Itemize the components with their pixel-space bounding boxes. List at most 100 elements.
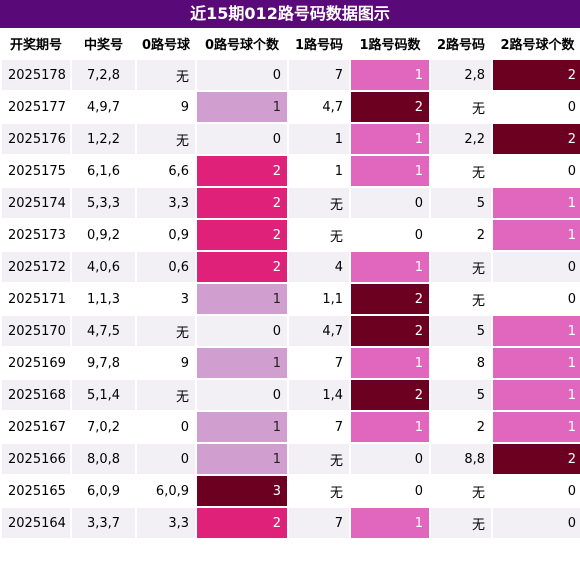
- winning-number-cell: 3,3,7: [72, 508, 135, 538]
- route0-count-cell: 0: [197, 380, 287, 410]
- table-row: 2025165 6,0,9 6,0,9 3 无 0 无 0: [2, 476, 580, 506]
- route2-numbers-cell: 无: [431, 252, 491, 282]
- route1-count-cell: 1: [351, 60, 429, 90]
- route0-balls-cell: 3,3: [137, 508, 195, 538]
- winning-number-cell: 4,9,7: [72, 92, 135, 122]
- chart-title: 近15期012路号码数据图示: [0, 0, 580, 28]
- header-row: 开奖期号 中奖号 0路号球 0路号球个数 1路号码 1路号码数 2路号码 2路号…: [2, 28, 580, 58]
- route1-count-cell: 1: [351, 156, 429, 186]
- route1-numbers-cell: 4,7: [289, 316, 349, 346]
- route2-count-cell: 0: [493, 284, 580, 314]
- route0-balls-cell: 无: [137, 124, 195, 154]
- route2-count-cell: 1: [493, 188, 580, 218]
- issue-cell: 2025169: [2, 348, 70, 378]
- route1-count-cell: 2: [351, 316, 429, 346]
- route1-count-cell: 2: [351, 284, 429, 314]
- route2-count-cell: 0: [493, 92, 580, 122]
- route0-count-cell: 0: [197, 124, 287, 154]
- issue-cell: 2025168: [2, 380, 70, 410]
- route1-numbers-cell: 4,7: [289, 92, 349, 122]
- route0-balls-cell: 无: [137, 60, 195, 90]
- winning-number-cell: 4,0,6: [72, 252, 135, 282]
- route2-count-cell: 2: [493, 60, 580, 90]
- header-route0-balls: 0路号球: [137, 28, 195, 58]
- route0-count-cell: 1: [197, 92, 287, 122]
- route1-numbers-cell: 7: [289, 412, 349, 442]
- route1-count-cell: 1: [351, 412, 429, 442]
- route0-count-cell: 2: [197, 156, 287, 186]
- issue-cell: 2025167: [2, 412, 70, 442]
- route1-count-cell: 1: [351, 508, 429, 538]
- route0-count-cell: 2: [197, 252, 287, 282]
- route2-count-cell: 1: [493, 316, 580, 346]
- route1-numbers-cell: 4: [289, 252, 349, 282]
- route2-numbers-cell: 无: [431, 156, 491, 186]
- route1-count-cell: 0: [351, 444, 429, 474]
- table-row: 2025178 7,2,8 无 0 7 1 2,8 2: [2, 60, 580, 90]
- header-route1-count: 1路号码数: [351, 28, 429, 58]
- route1-count-cell: 0: [351, 476, 429, 506]
- table-row: 2025171 1,1,3 3 1 1,1 2 无 0: [2, 284, 580, 314]
- winning-number-cell: 6,1,6: [72, 156, 135, 186]
- route1-numbers-cell: 无: [289, 444, 349, 474]
- route1-count-cell: 0: [351, 188, 429, 218]
- route2-count-cell: 0: [493, 508, 580, 538]
- route2-count-cell: 2: [493, 444, 580, 474]
- route1-numbers-cell: 无: [289, 476, 349, 506]
- winning-number-cell: 7,0,2: [72, 412, 135, 442]
- route1-count-cell: 2: [351, 380, 429, 410]
- winning-number-cell: 4,7,5: [72, 316, 135, 346]
- issue-cell: 2025175: [2, 156, 70, 186]
- issue-cell: 2025176: [2, 124, 70, 154]
- table-body: 2025178 7,2,8 无 0 7 1 2,8 2 2025177 4,9,7 9 1 4,7 2 无 0…: [2, 60, 580, 538]
- route0-balls-cell: 6,6: [137, 156, 195, 186]
- table-row: 2025172 4,0,6 0,6 2 4 1 无 0: [2, 252, 580, 282]
- route2-numbers-cell: 5: [431, 316, 491, 346]
- route0-balls-cell: 0,6: [137, 252, 195, 282]
- route1-count-cell: 1: [351, 252, 429, 282]
- route2-numbers-cell: 8: [431, 348, 491, 378]
- route1-numbers-cell: 1,1: [289, 284, 349, 314]
- route1-numbers-cell: 7: [289, 348, 349, 378]
- route2-numbers-cell: 2: [431, 220, 491, 250]
- route1-numbers-cell: 无: [289, 188, 349, 218]
- winning-number-cell: 5,3,3: [72, 188, 135, 218]
- route0-count-cell: 0: [197, 316, 287, 346]
- header-winning-number: 中奖号: [72, 28, 135, 58]
- route1-numbers-cell: 7: [289, 60, 349, 90]
- route0-balls-cell: 无: [137, 316, 195, 346]
- route1-count-cell: 2: [351, 92, 429, 122]
- header-issue: 开奖期号: [2, 28, 70, 58]
- data-table: 开奖期号 中奖号 0路号球 0路号球个数 1路号码 1路号码数 2路号码 2路号…: [0, 26, 580, 540]
- issue-cell: 2025170: [2, 316, 70, 346]
- route0-count-cell: 1: [197, 444, 287, 474]
- header-route1-numbers: 1路号码: [289, 28, 349, 58]
- route2-numbers-cell: 2,8: [431, 60, 491, 90]
- route2-numbers-cell: 8,8: [431, 444, 491, 474]
- route0-balls-cell: 9: [137, 348, 195, 378]
- route0-balls-cell: 3,3: [137, 188, 195, 218]
- issue-cell: 2025166: [2, 444, 70, 474]
- winning-number-cell: 7,2,8: [72, 60, 135, 90]
- route0-balls-cell: 0: [137, 412, 195, 442]
- route0-count-cell: 2: [197, 188, 287, 218]
- route2-count-cell: 2: [493, 124, 580, 154]
- route2-numbers-cell: 无: [431, 508, 491, 538]
- route2-count-cell: 0: [493, 476, 580, 506]
- table-row: 2025169 9,7,8 9 1 7 1 8 1: [2, 348, 580, 378]
- issue-cell: 2025177: [2, 92, 70, 122]
- route2-count-cell: 1: [493, 220, 580, 250]
- route2-numbers-cell: 2: [431, 412, 491, 442]
- route0-balls-cell: 0,9: [137, 220, 195, 250]
- issue-cell: 2025178: [2, 60, 70, 90]
- route2-count-cell: 1: [493, 380, 580, 410]
- issue-cell: 2025173: [2, 220, 70, 250]
- route2-numbers-cell: 5: [431, 380, 491, 410]
- table-row: 2025166 8,0,8 0 1 无 0 8,8 2: [2, 444, 580, 474]
- table-row: 2025176 1,2,2 无 0 1 1 2,2 2: [2, 124, 580, 154]
- table-row: 2025173 0,9,2 0,9 2 无 0 2 1: [2, 220, 580, 250]
- route1-numbers-cell: 1: [289, 124, 349, 154]
- route0-count-cell: 0: [197, 60, 287, 90]
- route1-count-cell: 1: [351, 124, 429, 154]
